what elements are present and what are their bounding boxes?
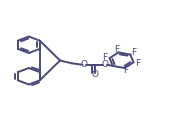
Text: O: O [102,60,109,69]
Text: F: F [102,53,108,62]
Text: F: F [135,59,141,68]
Text: O: O [91,70,98,79]
Text: F: F [115,45,120,54]
Text: F: F [131,48,136,57]
Text: O: O [81,60,88,69]
Text: F: F [123,66,129,75]
